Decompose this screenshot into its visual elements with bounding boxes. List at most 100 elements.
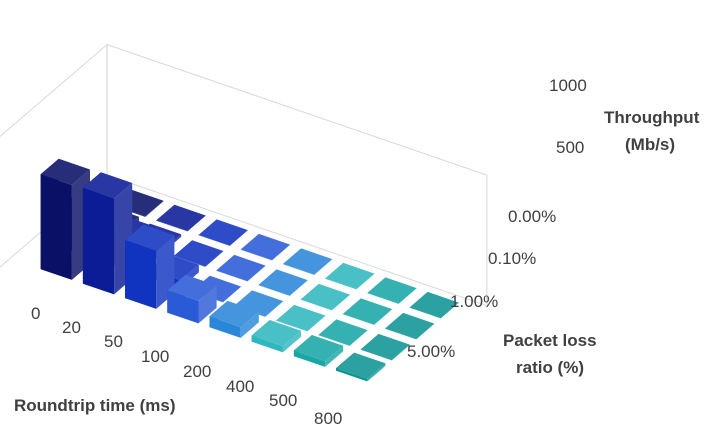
bar-top-face xyxy=(40,158,90,185)
bar-top-face xyxy=(125,224,175,251)
bar-right-face xyxy=(205,251,224,267)
bar-top-face xyxy=(198,219,248,246)
bar-front-face xyxy=(283,264,315,275)
bar-top-face xyxy=(318,319,368,346)
bar-top-face xyxy=(174,240,224,267)
bar-500ms-1.00% xyxy=(342,298,393,325)
bar-right-face xyxy=(265,301,284,317)
bar-right-face xyxy=(325,345,344,367)
bar-top-face xyxy=(251,320,301,347)
bar-800ms-5.00% xyxy=(409,291,459,319)
bar-right-face xyxy=(247,265,266,282)
bar-right-face xyxy=(356,273,375,290)
chart-bars xyxy=(40,158,459,382)
bar-front-face xyxy=(156,220,188,232)
y-tick-label: 1.00% xyxy=(450,292,498,311)
bar-20ms-5.00% xyxy=(156,204,206,232)
y-tick-label: 0.10% xyxy=(488,249,536,268)
bar-top-face xyxy=(276,304,326,332)
bar-top-face xyxy=(209,300,259,328)
bar-front-face xyxy=(198,235,230,246)
bar-front-face xyxy=(293,350,326,367)
z-axis-title-line2: (Mb/s) xyxy=(625,135,675,154)
x-tick-label: 500 xyxy=(269,391,297,410)
bar-front-face xyxy=(360,349,392,361)
bar-top-face xyxy=(300,283,350,311)
bar-top-face xyxy=(385,312,435,340)
bar-right-face xyxy=(240,311,259,338)
bar-top-face xyxy=(156,204,206,232)
bar-top-face xyxy=(240,233,291,261)
bar-800ms-1.00% xyxy=(385,312,435,340)
bar-400ms-1.00% xyxy=(300,283,350,311)
bar-right-face xyxy=(272,244,291,261)
bar-right-face xyxy=(391,344,410,361)
bar-right-face xyxy=(398,288,417,304)
bar-top-face xyxy=(82,172,133,199)
bar-front-face xyxy=(258,285,290,296)
bar-front-face xyxy=(216,270,248,282)
bar-right-face xyxy=(307,315,326,332)
bar-front-face xyxy=(40,174,72,280)
bar-100ms-5.00% xyxy=(240,233,291,261)
bar-500ms-5.00% xyxy=(367,277,417,304)
z-axis-title-line1: Throughput xyxy=(604,108,700,127)
bar-400ms-5.00% xyxy=(325,262,375,290)
bar-500ms-0.10% xyxy=(318,319,368,346)
bar-50ms-0.00% xyxy=(125,224,175,309)
bar-200ms-1.00% xyxy=(258,269,308,296)
bar-front-face xyxy=(300,299,332,311)
bar-200ms-5.00% xyxy=(283,248,333,275)
bar-top-face xyxy=(258,269,308,296)
bar-front-face xyxy=(336,368,368,382)
x-tick-label: 0 xyxy=(31,304,40,323)
bar-front-face xyxy=(251,335,283,353)
x-tick-label: 800 xyxy=(314,409,342,428)
bar-front-face xyxy=(367,293,399,304)
bar-top-face xyxy=(167,274,217,301)
back-wall xyxy=(106,43,488,307)
bar-top-face xyxy=(216,254,266,282)
bar-top-face xyxy=(336,352,386,379)
z-tick-label: 1000 xyxy=(549,76,587,95)
x-tick-label: 50 xyxy=(104,332,123,351)
bar-50ms-5.00% xyxy=(198,219,248,246)
bar-400ms-0.10% xyxy=(276,304,326,332)
bar-100ms-0.00% xyxy=(167,274,217,324)
bar-right-face xyxy=(440,302,459,319)
bar-right-face xyxy=(416,323,435,340)
y-axis-title-line2: ratio (%) xyxy=(516,358,584,377)
bar-front-face xyxy=(240,249,272,261)
bar-right-face xyxy=(374,309,393,325)
bar-800ms-0.10% xyxy=(360,333,410,361)
bar-front-face xyxy=(82,187,115,295)
bar-20ms-0.00% xyxy=(82,172,133,295)
y-axis-title-line1: Packet loss xyxy=(503,331,597,350)
x-tick-label: 100 xyxy=(141,347,169,366)
y-tick-label: 0.00% xyxy=(508,207,556,226)
bar-right-face xyxy=(349,330,368,346)
y-tick-label: 5.00% xyxy=(407,342,455,361)
bar-500ms-0.00% xyxy=(293,335,344,367)
x-axis-title: Roundtrip time (ms) xyxy=(14,396,176,415)
bar-front-face xyxy=(276,320,308,332)
bar-100ms-1.00% xyxy=(216,254,266,282)
bar-front-face xyxy=(385,328,417,340)
bar-top-face xyxy=(283,248,333,275)
bar-right-face xyxy=(331,294,350,311)
bar-0ms-0.00% xyxy=(40,158,90,280)
bar-top-face xyxy=(293,335,344,362)
bar-800ms-0.00% xyxy=(336,352,386,382)
bar-front-face xyxy=(209,316,241,338)
x-tick-label: 200 xyxy=(183,362,211,381)
bar-front-face xyxy=(125,240,157,309)
bar-right-face xyxy=(229,230,248,246)
bar-top-face xyxy=(360,333,410,361)
bar-right-face xyxy=(223,286,242,303)
bar-right-face xyxy=(282,330,301,353)
bar-front-face xyxy=(167,290,199,324)
bar-top-face xyxy=(325,262,375,290)
z-tick-label: 500 xyxy=(556,138,584,157)
bar-50ms-1.00% xyxy=(174,240,224,267)
